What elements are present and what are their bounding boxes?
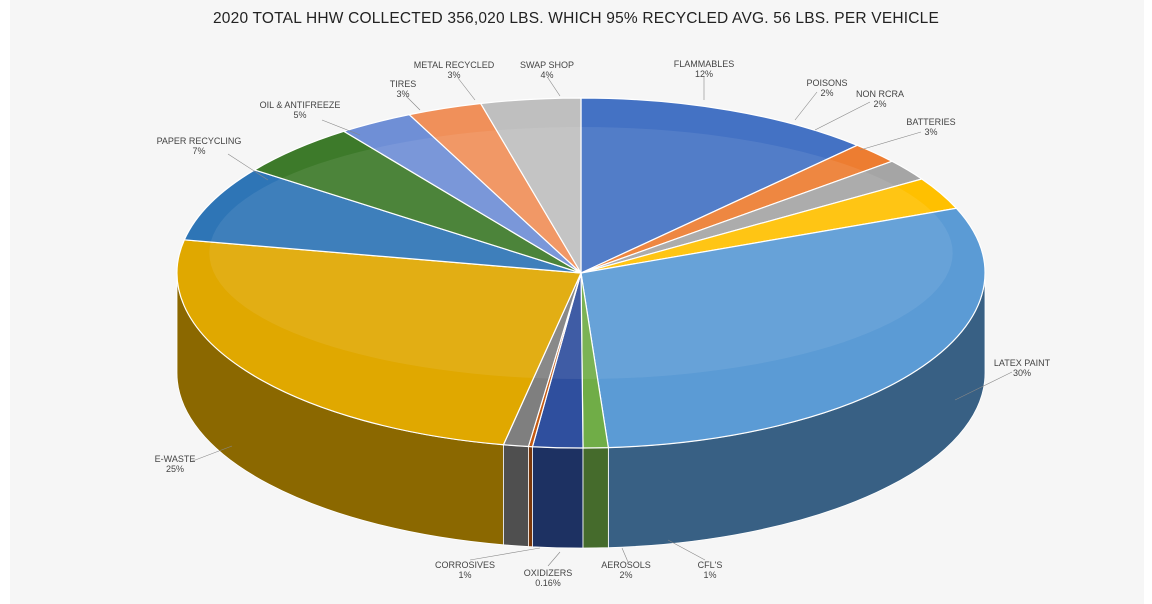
leader-line: [859, 131, 922, 151]
leader-line: [547, 551, 561, 567]
slice-label: LATEX PAINT: [994, 358, 1051, 368]
slice-value-label: 1%: [458, 570, 471, 580]
pie-side-cfl-s: [582, 447, 609, 549]
slice-value-label: 3%: [396, 89, 409, 99]
leader-line: [621, 547, 629, 563]
slice-value-label: 7%: [192, 146, 205, 156]
pie-side-corrosives: [503, 444, 529, 547]
leader-line: [457, 77, 476, 101]
slice-label: AEROSOLS: [601, 560, 651, 570]
slice-label: PAPER RECYCLING: [157, 136, 242, 146]
slice-label: METAL RECYCLED: [414, 60, 495, 70]
slice-label: CORROSIVES: [435, 560, 495, 570]
leader-line: [321, 119, 361, 136]
leader-line: [405, 95, 421, 111]
slice-value-label: 0.16%: [535, 578, 561, 588]
pie-highlight: [209, 127, 953, 379]
slice-label: BATTERIES: [906, 117, 955, 127]
chart-title: 2020 TOTAL HHW COLLECTED 356,020 LBS. WH…: [212, 10, 940, 27]
leader-line: [794, 91, 818, 121]
slice-label: E-WASTE: [155, 454, 196, 464]
slice-value-label: 25%: [166, 464, 184, 474]
slice-label: SWAP SHOP: [520, 60, 574, 70]
slice-value-label: 3%: [924, 127, 937, 137]
slice-value-label: 2%: [820, 88, 833, 98]
slice-label: OXIDIZERS: [524, 568, 573, 578]
slice-label: TIRES: [390, 79, 417, 89]
leader-line: [814, 101, 871, 131]
slice-value-label: 4%: [540, 70, 553, 80]
slice-label: OIL & ANTIFREEZE: [260, 100, 341, 110]
slice-value-label: 3%: [447, 70, 460, 80]
slice-value-label: 12%: [695, 69, 713, 79]
leader-line: [469, 547, 541, 561]
pie-side-aerosols: [532, 446, 584, 549]
slice-label: FLAMMABLES: [674, 59, 735, 69]
pie-side-oxidizers: [528, 446, 533, 548]
leader-line: [954, 371, 1013, 401]
slice-label: NON RCRA: [856, 89, 904, 99]
pie-slice-e-waste: [176, 239, 582, 446]
slice-label: CFL'S: [698, 560, 723, 570]
pie-slice-paper-recycling: [183, 169, 582, 274]
slice-value-label: 1%: [703, 570, 716, 580]
leader-line: [189, 445, 233, 463]
pie-slice-flammables: [580, 97, 859, 274]
slice-value-label: 30%: [1013, 368, 1031, 378]
pie-slice-latex-paint: [580, 207, 986, 449]
slice-label: POISONS: [806, 78, 847, 88]
leader-line: [227, 153, 269, 181]
leader-line: [547, 77, 561, 97]
slice-value-label: 2%: [619, 570, 632, 580]
leader-line: [667, 539, 706, 561]
slice-value-label: 5%: [293, 110, 306, 120]
slice-value-label: 2%: [873, 99, 886, 109]
pie-slice-swap-shop: [479, 97, 582, 276]
